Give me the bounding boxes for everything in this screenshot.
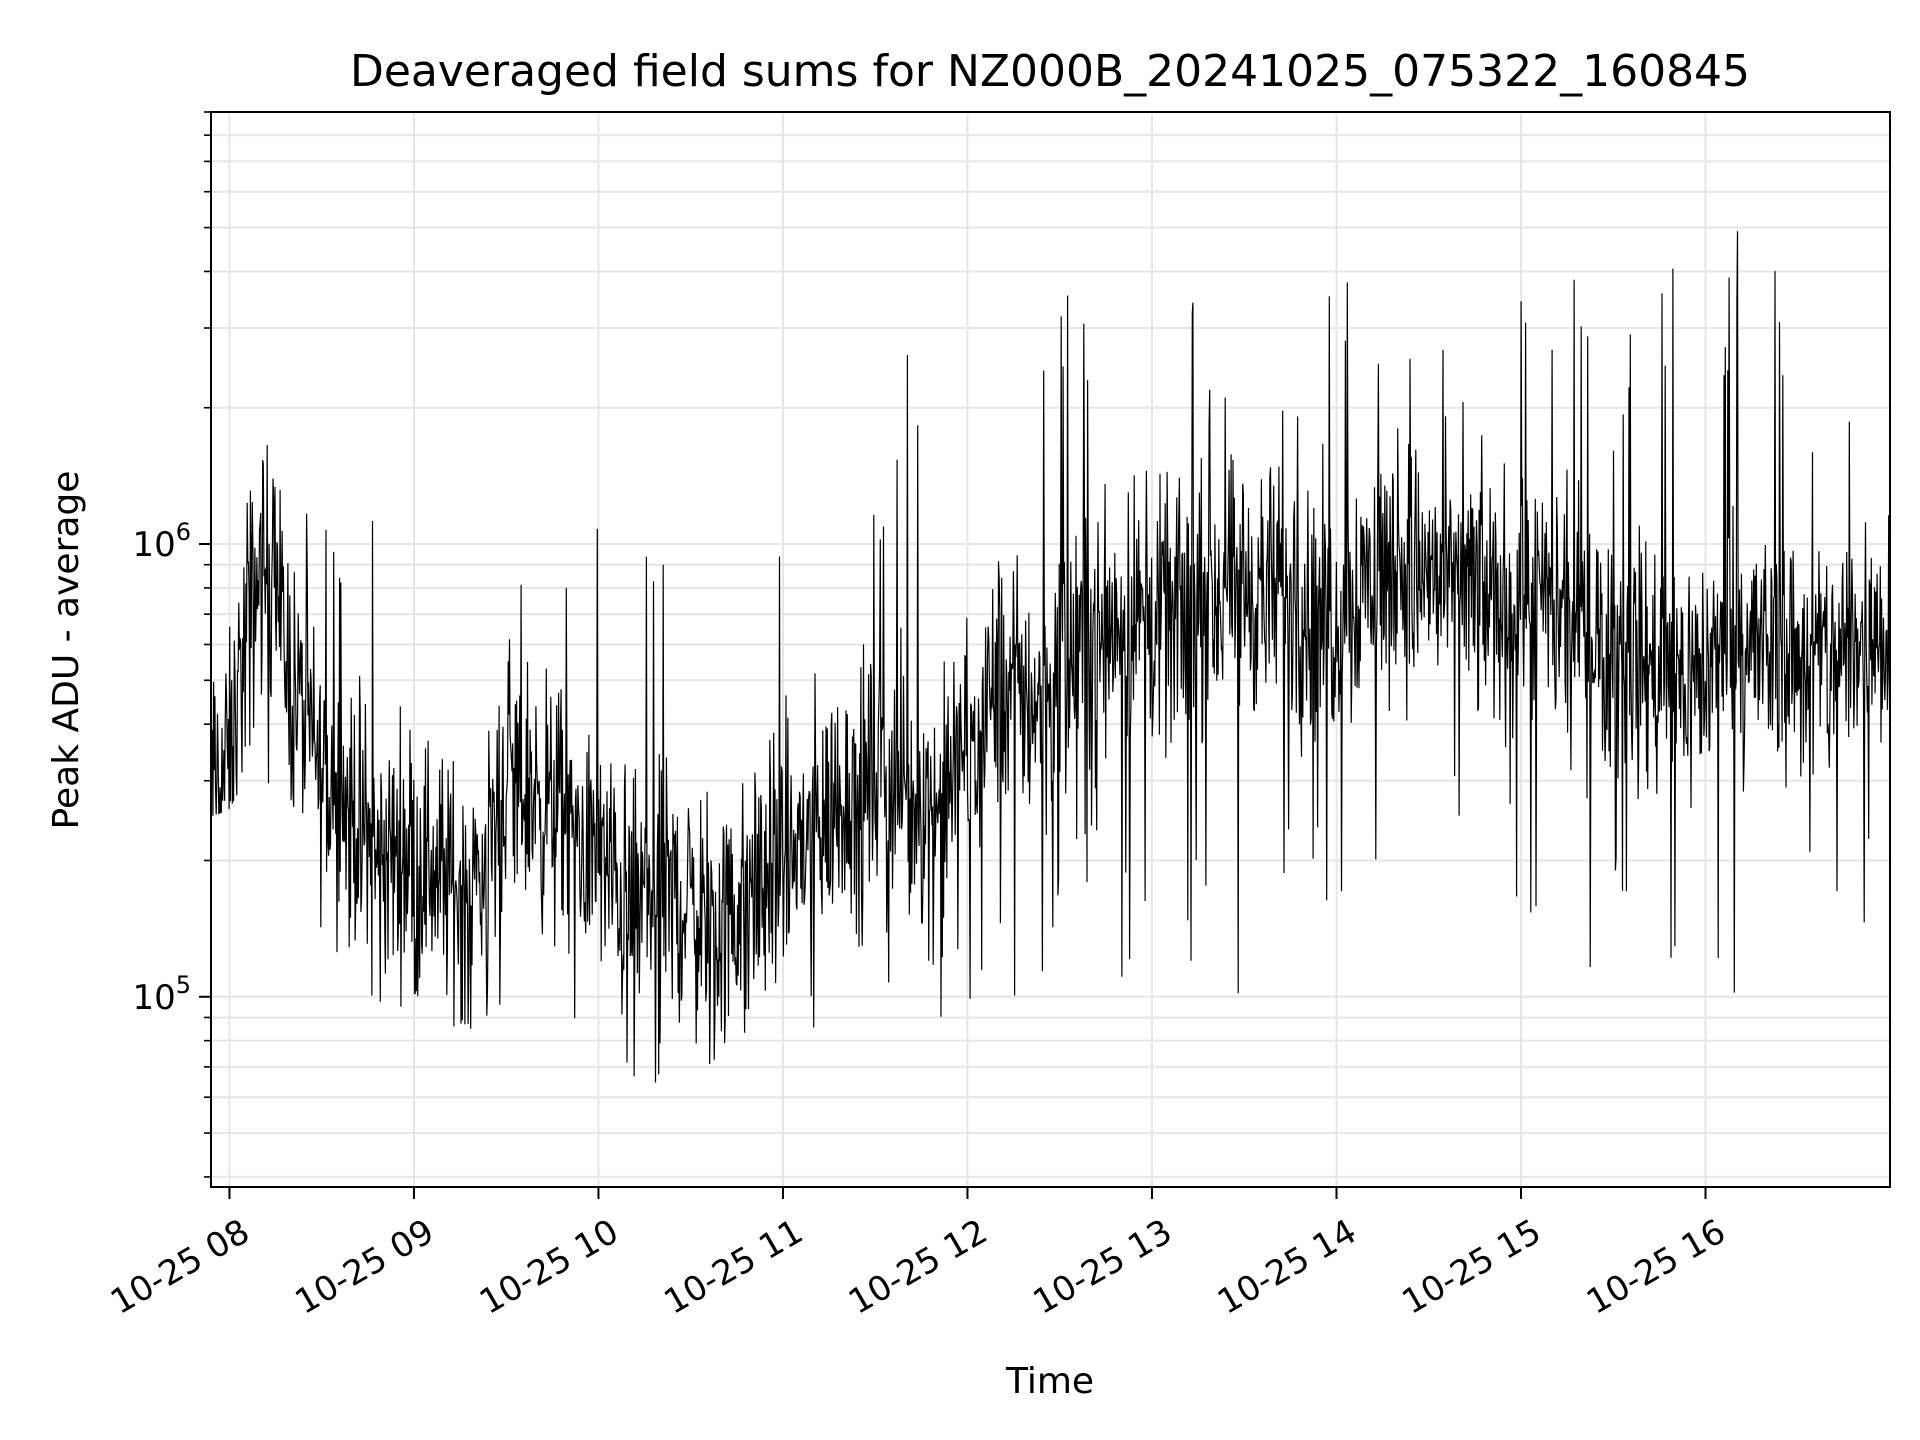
x-axis-label: Time <box>1005 1361 1094 1402</box>
y-tick-label: 106 <box>132 518 191 565</box>
data-line <box>210 231 1891 1083</box>
y-axis-ticks: 105 106 <box>132 111 211 1178</box>
plot-frame <box>210 111 1891 1188</box>
y-axis-label: Peak ADU - average <box>46 471 87 830</box>
plot-series <box>210 231 1891 1083</box>
chart-title: Deaveraged field sums for NZ000B_2024102… <box>350 46 1750 97</box>
y-tick-label: 105 <box>132 971 191 1018</box>
